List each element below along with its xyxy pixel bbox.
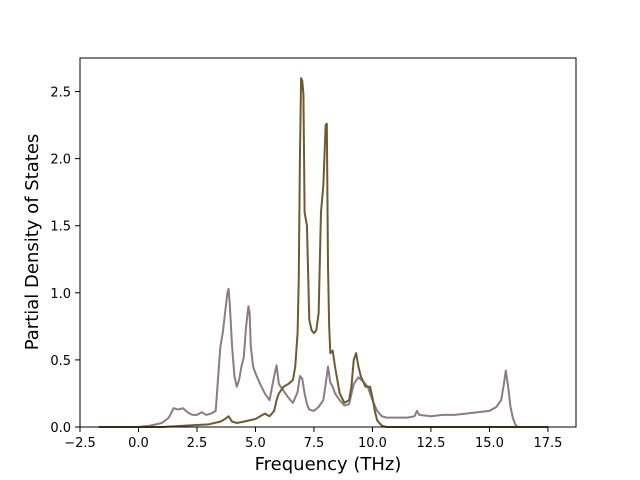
y-tick-label: 1.5: [50, 220, 71, 235]
y-tick-label: 2.5: [50, 86, 71, 101]
x-tick-label: 10.0: [358, 436, 387, 451]
x-tick-label: 17.5: [533, 436, 562, 451]
x-tick-label: 5.0: [245, 436, 266, 451]
series-line-1: [98, 77, 548, 428]
x-tick-label: 2.5: [187, 436, 208, 451]
plot-frame: [79, 57, 577, 428]
x-tick-label: 0.0: [128, 436, 149, 451]
x-axis-ticks: −2.5 0.0 2.5 5.0 7.5 10.0 12.5 15.0 17.5: [64, 427, 562, 451]
y-axis-label: Partial Density of States: [22, 134, 43, 351]
x-tick-label: 7.5: [304, 436, 325, 451]
y-axis-ticks: 0.0 0.5 1.0 1.5 2.0 2.5: [50, 86, 80, 436]
x-tick-label: 12.5: [416, 436, 445, 451]
x-tick-label: 15.0: [475, 436, 504, 451]
plot-lines: [98, 77, 548, 428]
x-tick-label: −2.5: [64, 436, 96, 451]
x-axis-label: Frequency (THz): [255, 454, 402, 475]
y-tick-label: 0.5: [50, 354, 71, 369]
y-tick-label: 1.0: [50, 287, 71, 302]
y-tick-label: 0.0: [50, 421, 71, 436]
series-line-0: [98, 287, 548, 428]
y-tick-label: 2.0: [50, 153, 71, 168]
